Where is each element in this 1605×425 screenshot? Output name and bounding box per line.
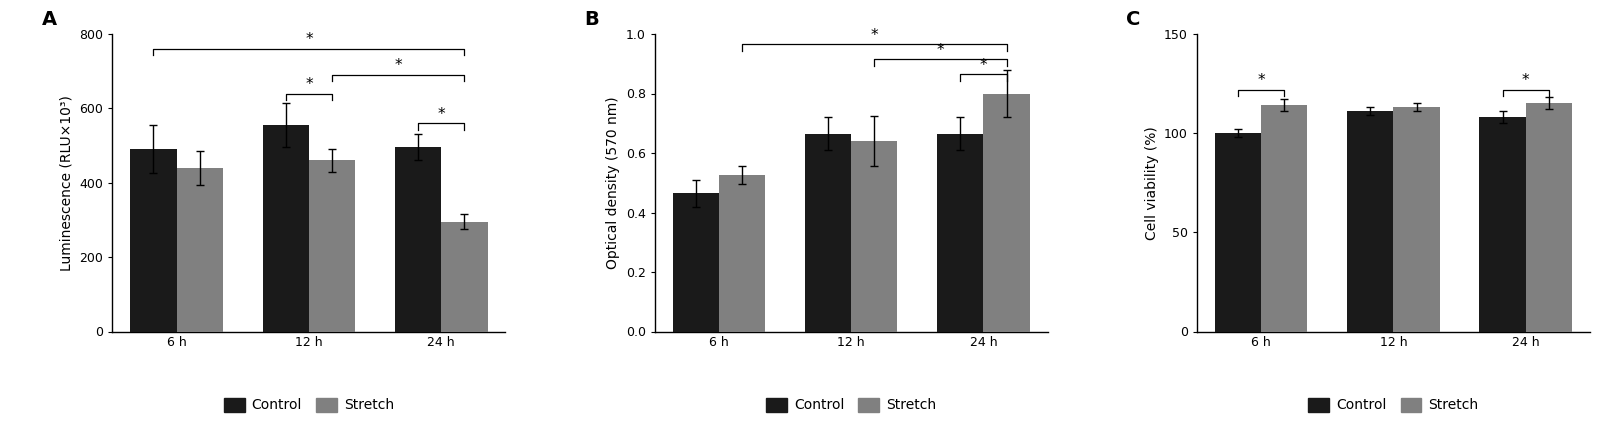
- Text: *: *: [395, 58, 401, 74]
- Bar: [441, 222, 488, 332]
- Bar: [719, 176, 764, 332]
- Bar: [1213, 133, 1260, 332]
- Bar: [1478, 117, 1525, 332]
- Text: *: *: [870, 28, 878, 43]
- Text: *: *: [936, 43, 944, 58]
- Text: *: *: [305, 77, 313, 92]
- Text: *: *: [1522, 73, 1528, 88]
- Bar: [1260, 105, 1306, 332]
- Text: *: *: [1257, 73, 1265, 88]
- Bar: [395, 147, 441, 332]
- Text: *: *: [437, 107, 445, 122]
- Text: *: *: [305, 32, 313, 48]
- Bar: [1525, 103, 1571, 332]
- Text: C: C: [1125, 10, 1140, 29]
- Y-axis label: Luminescence (RLU×10³): Luminescence (RLU×10³): [59, 95, 74, 271]
- Bar: [982, 94, 1029, 332]
- Bar: [672, 193, 719, 332]
- Bar: [130, 149, 177, 332]
- Bar: [177, 168, 223, 332]
- Text: *: *: [979, 58, 987, 73]
- Y-axis label: Optical density (570 nm): Optical density (570 nm): [605, 96, 620, 269]
- Text: A: A: [42, 10, 56, 29]
- Y-axis label: Cell viability (%): Cell viability (%): [1144, 126, 1157, 240]
- Bar: [804, 134, 851, 332]
- Bar: [308, 161, 355, 332]
- Bar: [851, 141, 897, 332]
- Bar: [1393, 108, 1438, 332]
- Bar: [263, 125, 308, 332]
- Bar: [937, 134, 982, 332]
- Text: B: B: [584, 10, 599, 29]
- Legend: Control, Stretch: Control, Stretch: [1302, 392, 1483, 418]
- Bar: [1347, 111, 1393, 332]
- Legend: Control, Stretch: Control, Stretch: [218, 392, 400, 418]
- Legend: Control, Stretch: Control, Stretch: [761, 392, 941, 418]
